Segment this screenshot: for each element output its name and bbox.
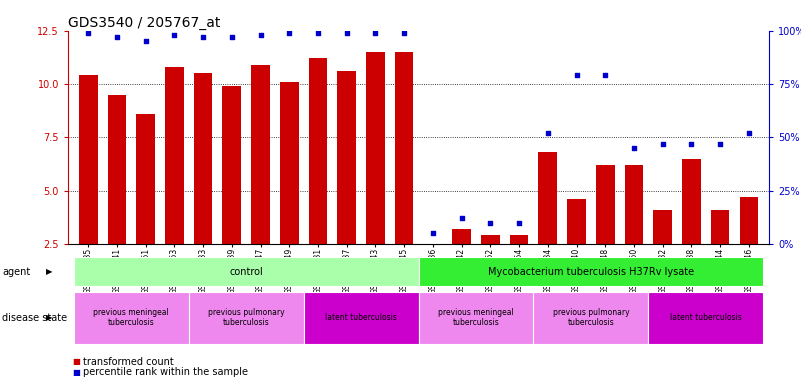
- Text: disease state: disease state: [2, 313, 67, 323]
- Point: [254, 32, 267, 38]
- Bar: [74, 257, 419, 286]
- Point: [139, 38, 152, 45]
- Point: [656, 141, 669, 147]
- Point: [627, 145, 640, 151]
- Bar: [304, 292, 418, 344]
- Text: ■: ■: [72, 357, 80, 366]
- Bar: [424, 252, 442, 297]
- Bar: [739, 197, 759, 297]
- Text: latent tuberculosis: latent tuberculosis: [670, 313, 742, 322]
- Text: previous pulmonary
tuberculosis: previous pulmonary tuberculosis: [208, 308, 284, 328]
- Point: [225, 34, 238, 40]
- Bar: [682, 159, 701, 297]
- Bar: [710, 210, 730, 297]
- Point: [312, 30, 324, 36]
- Bar: [453, 229, 471, 297]
- Text: previous meningeal
tuberculosis: previous meningeal tuberculosis: [94, 308, 169, 328]
- Point: [513, 220, 525, 226]
- Text: ■: ■: [72, 368, 80, 377]
- Point: [484, 220, 497, 226]
- Bar: [596, 165, 614, 297]
- Bar: [538, 152, 557, 297]
- Point: [111, 34, 123, 40]
- Bar: [625, 165, 643, 297]
- Bar: [567, 199, 586, 297]
- Point: [570, 73, 583, 79]
- Bar: [395, 52, 413, 297]
- Point: [398, 30, 411, 36]
- Text: previous meningeal
tuberculosis: previous meningeal tuberculosis: [438, 308, 514, 328]
- Bar: [165, 67, 183, 297]
- Point: [283, 30, 296, 36]
- Bar: [418, 257, 763, 286]
- Bar: [648, 292, 763, 344]
- Text: GDS3540 / 205767_at: GDS3540 / 205767_at: [68, 16, 220, 30]
- Bar: [74, 292, 189, 344]
- Text: agent: agent: [2, 267, 30, 277]
- Point: [168, 32, 181, 38]
- Bar: [481, 235, 500, 297]
- Bar: [280, 82, 299, 297]
- Text: transformed count: transformed count: [83, 357, 174, 367]
- Point: [743, 130, 755, 136]
- Point: [685, 141, 698, 147]
- Point: [541, 130, 554, 136]
- Point: [714, 141, 727, 147]
- Text: percentile rank within the sample: percentile rank within the sample: [83, 367, 248, 377]
- Point: [340, 30, 353, 36]
- Bar: [194, 73, 212, 297]
- Point: [455, 215, 468, 221]
- Bar: [308, 58, 328, 297]
- Point: [426, 230, 439, 236]
- Bar: [533, 292, 648, 344]
- Text: Mycobacterium tuberculosis H37Rv lysate: Mycobacterium tuberculosis H37Rv lysate: [488, 266, 694, 277]
- Text: latent tuberculosis: latent tuberculosis: [325, 313, 397, 322]
- Point: [82, 30, 95, 36]
- Bar: [509, 235, 529, 297]
- Point: [599, 73, 612, 79]
- Bar: [252, 65, 270, 297]
- Text: control: control: [229, 266, 263, 277]
- Text: ▶: ▶: [46, 267, 53, 276]
- Bar: [189, 292, 304, 344]
- Bar: [337, 71, 356, 297]
- Bar: [366, 52, 384, 297]
- Bar: [136, 114, 155, 297]
- Bar: [223, 86, 241, 297]
- Bar: [654, 210, 672, 297]
- Text: ▶: ▶: [46, 313, 53, 323]
- Bar: [107, 94, 127, 297]
- Point: [197, 34, 210, 40]
- Point: [369, 30, 382, 36]
- Text: previous pulmonary
tuberculosis: previous pulmonary tuberculosis: [553, 308, 629, 328]
- Bar: [78, 76, 98, 297]
- Bar: [418, 292, 533, 344]
